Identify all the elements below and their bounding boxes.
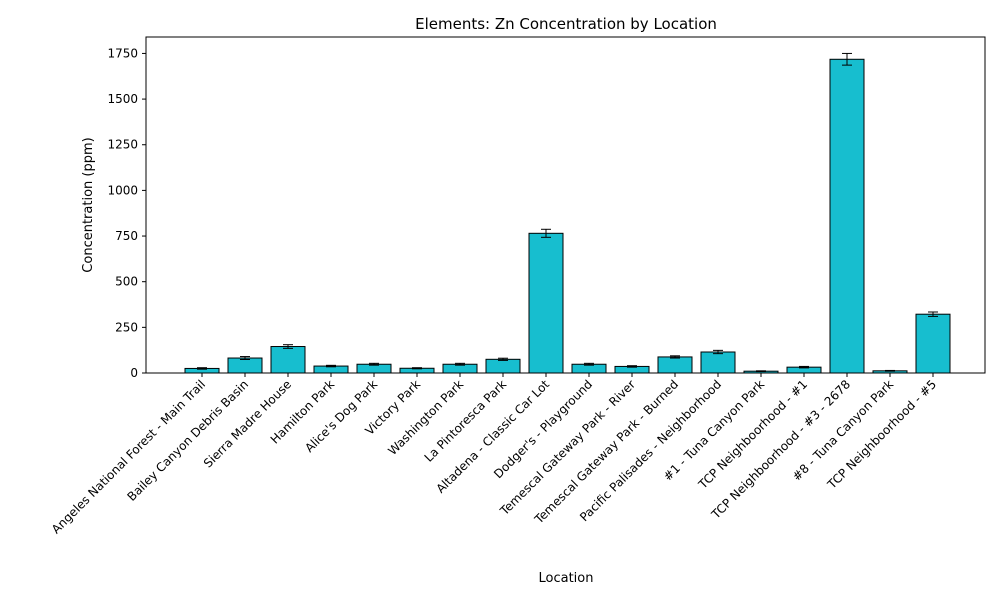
bars-group: [184, 58, 951, 374]
y-tick-label: 1250: [107, 138, 138, 152]
error-bar: [584, 362, 594, 366]
y-tick-label: 1500: [107, 92, 138, 106]
bar: [829, 58, 865, 374]
error-bars-group: [197, 52, 938, 373]
y-tick-label: 1750: [107, 46, 138, 60]
x-axis-title: Location: [539, 571, 594, 586]
chart-title: Elements: Zn Concentration by Location: [415, 15, 717, 33]
bar: [700, 351, 736, 374]
error-bar: [541, 228, 551, 238]
error-bar: [756, 370, 766, 373]
y-tick-label: 500: [115, 275, 138, 289]
error-bar: [283, 344, 293, 349]
error-bar: [369, 362, 379, 366]
y-tick-label: 1000: [107, 183, 138, 197]
plot-frame: [145, 36, 986, 374]
error-bar: [197, 367, 207, 370]
bar: [657, 356, 693, 374]
x-tick-label: Alice's Dog Park: [302, 377, 380, 455]
y-axis-title: Concentration (ppm): [81, 137, 96, 272]
error-bar: [799, 365, 809, 369]
x-tick-label: Angeles National Forest - Main Trail: [49, 377, 208, 536]
error-bar: [455, 362, 465, 366]
y-tick-label: 250: [115, 320, 138, 334]
y-tick-label: 0: [130, 366, 138, 380]
error-bar: [842, 52, 852, 66]
bar: [270, 346, 306, 374]
error-bar: [713, 349, 723, 355]
y-axis: 0 250 500 750 1000 1250 1500 1750: [107, 46, 146, 380]
x-tick-label: Washington Park: [385, 377, 466, 458]
bar: [227, 357, 263, 374]
error-bar: [326, 364, 336, 368]
y-tick-label: 750: [115, 229, 138, 243]
bar: [528, 232, 564, 374]
error-bar: [928, 311, 938, 317]
error-bar: [240, 356, 250, 360]
bar: [485, 358, 521, 374]
x-tick-label: La Pintoresca Park: [422, 377, 510, 465]
error-bar: [885, 369, 895, 372]
error-bar: [627, 365, 637, 368]
error-bar: [498, 357, 508, 361]
error-bar: [412, 367, 422, 370]
error-bar: [670, 355, 680, 359]
x-axis: Angeles National Forest - Main TrailBail…: [49, 373, 939, 536]
bar: [915, 313, 951, 374]
